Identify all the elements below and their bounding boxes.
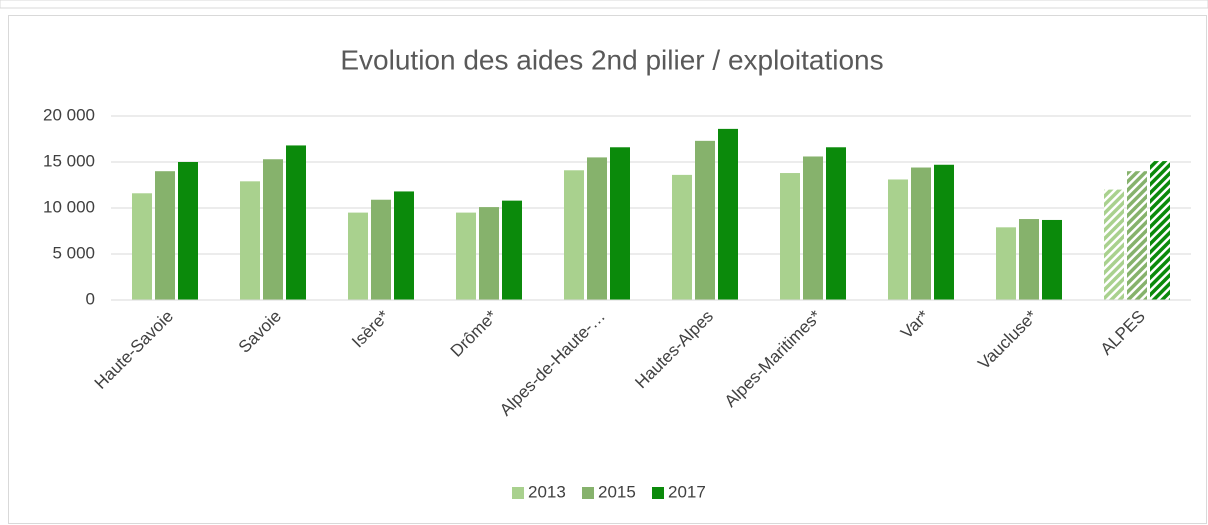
bar: [394, 191, 414, 300]
y-tick-label: 0: [86, 289, 95, 308]
chart-title: Evolution des aides 2nd pilier / exploit…: [340, 44, 883, 75]
bar: [479, 207, 499, 300]
y-tick-label: 20 000: [43, 105, 95, 124]
bar: [178, 162, 198, 300]
bar: [456, 212, 476, 300]
bar: [718, 128, 738, 300]
bar: [1019, 219, 1039, 300]
bar: [1104, 189, 1124, 300]
bar: [911, 167, 931, 300]
legend-label: 2013: [528, 482, 566, 501]
bar: [826, 147, 846, 300]
bar: [371, 199, 391, 300]
y-tick-label: 5 000: [52, 243, 95, 262]
bar: [155, 171, 175, 300]
bar: [587, 157, 607, 300]
legend-swatch: [512, 487, 524, 499]
legend-swatch: [652, 487, 664, 499]
y-tick-label: 10 000: [43, 197, 95, 216]
bar: [564, 170, 584, 300]
bar: [803, 156, 823, 300]
bar: [1127, 171, 1147, 300]
legend-label: 2017: [668, 482, 706, 501]
legend-label: 2015: [598, 482, 636, 501]
bar: [996, 227, 1016, 300]
bar: [780, 173, 800, 300]
y-tick-label: 15 000: [43, 151, 95, 170]
bar: [132, 193, 152, 300]
bar: [888, 179, 908, 300]
bar: [263, 159, 283, 300]
bar: [1042, 219, 1062, 300]
bar: [672, 174, 692, 300]
bar: [934, 164, 954, 300]
bar: [502, 200, 522, 300]
bar: [240, 181, 260, 300]
legend-swatch: [582, 487, 594, 499]
bar: [348, 212, 368, 300]
bar: [610, 147, 630, 300]
top-strip: [0, 0, 1208, 9]
bar: [286, 145, 306, 300]
bar: [1150, 161, 1170, 300]
bar: [695, 140, 715, 300]
